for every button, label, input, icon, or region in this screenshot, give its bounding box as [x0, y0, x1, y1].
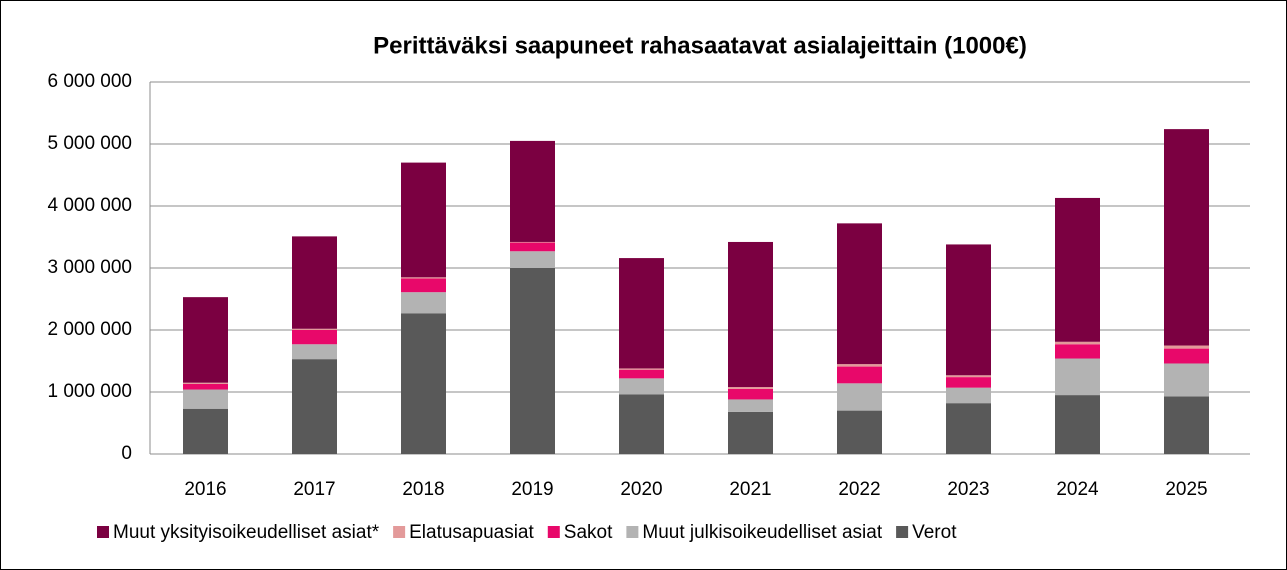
bar-segment — [1164, 396, 1209, 454]
bar-segment — [401, 313, 446, 454]
legend-swatch — [393, 526, 406, 538]
bar-segment — [183, 382, 228, 384]
bar-segment — [946, 375, 991, 378]
y-tick-label: 5 000 000 — [47, 133, 132, 154]
bar-segment — [510, 251, 555, 268]
bar-segment — [1164, 129, 1209, 346]
y-tick-label: 3 000 000 — [47, 257, 132, 278]
x-tick-label: 2023 — [947, 479, 989, 500]
bar-segment — [728, 387, 773, 389]
legend-label: Muut julkisoikeudelliset asiat — [642, 522, 882, 543]
bar-segment — [837, 364, 882, 367]
x-tick-label: 2022 — [838, 479, 880, 500]
bar-segment — [510, 268, 555, 454]
legend-label: Elatusapuasiat — [409, 522, 534, 543]
bar-segment — [619, 378, 664, 395]
legend-label: Sakot — [564, 522, 613, 543]
bar-segment — [292, 328, 337, 330]
bar-segment — [728, 241, 773, 388]
bar-segment — [292, 344, 337, 360]
bar-segment — [619, 369, 664, 379]
bar-segment — [292, 236, 337, 329]
y-tick-label: 0 — [121, 443, 132, 464]
x-tick-label: 2021 — [729, 479, 771, 500]
legend-label: Verot — [912, 522, 957, 543]
y-tick-label: 4 000 000 — [47, 195, 132, 216]
x-tick-label: 2016 — [184, 479, 226, 500]
bar-segment — [619, 394, 664, 454]
y-tick-label: 1 000 000 — [47, 381, 132, 402]
bar-segment — [728, 411, 773, 454]
bar-segment — [510, 140, 555, 242]
x-tick-label: 2020 — [620, 479, 662, 500]
legend-swatch — [896, 526, 909, 538]
bar-segment — [1055, 395, 1100, 454]
bar-segment — [619, 258, 664, 369]
bar-segment — [1055, 358, 1100, 396]
bar-segment — [837, 383, 882, 411]
legend-label: Muut yksityisoikeudelliset asiat* — [113, 522, 380, 543]
legend-swatch — [626, 526, 639, 538]
bar-segment — [728, 388, 773, 400]
bar-segment — [1164, 345, 1209, 349]
bar-segment — [292, 330, 337, 345]
bar-segment — [837, 366, 882, 384]
bar-segment — [946, 403, 991, 454]
bar-segment — [183, 383, 228, 390]
bar-segment — [619, 368, 664, 370]
bar-segment — [1164, 348, 1209, 364]
chart-title: Perittäväksi saapuneet rahasaatavat asia… — [373, 32, 1027, 59]
bar-segment — [1055, 341, 1100, 345]
bar-segment — [510, 241, 555, 243]
bar-segment — [837, 410, 882, 454]
x-tick-label: 2024 — [1056, 479, 1099, 500]
bar-segment — [183, 408, 228, 454]
bar-segment — [728, 399, 773, 412]
x-tick-label: 2025 — [1165, 479, 1207, 500]
bar-segment — [183, 297, 228, 383]
bar-segment — [1164, 363, 1209, 397]
bar-segment — [401, 278, 446, 293]
y-tick-label: 6 000 000 — [47, 71, 132, 92]
x-tick-label: 2019 — [511, 479, 553, 500]
bar-segment — [946, 377, 991, 388]
x-tick-label: 2018 — [402, 479, 444, 500]
bar-segment — [946, 244, 991, 376]
bar-segment — [292, 359, 337, 454]
bar-segment — [401, 277, 446, 279]
legend-swatch — [547, 526, 560, 538]
x-tick-label: 2017 — [293, 479, 335, 500]
bar-segment — [837, 223, 882, 365]
bar-segment — [183, 389, 228, 409]
bar-segment — [1055, 344, 1100, 359]
legend-swatch — [97, 526, 109, 538]
bar-segment — [510, 242, 555, 252]
bar-segment — [1055, 197, 1100, 342]
y-tick-label: 2 000 000 — [47, 319, 132, 340]
bar-segment — [401, 292, 446, 314]
bar-segment — [401, 162, 446, 278]
bar-segment — [946, 387, 991, 404]
